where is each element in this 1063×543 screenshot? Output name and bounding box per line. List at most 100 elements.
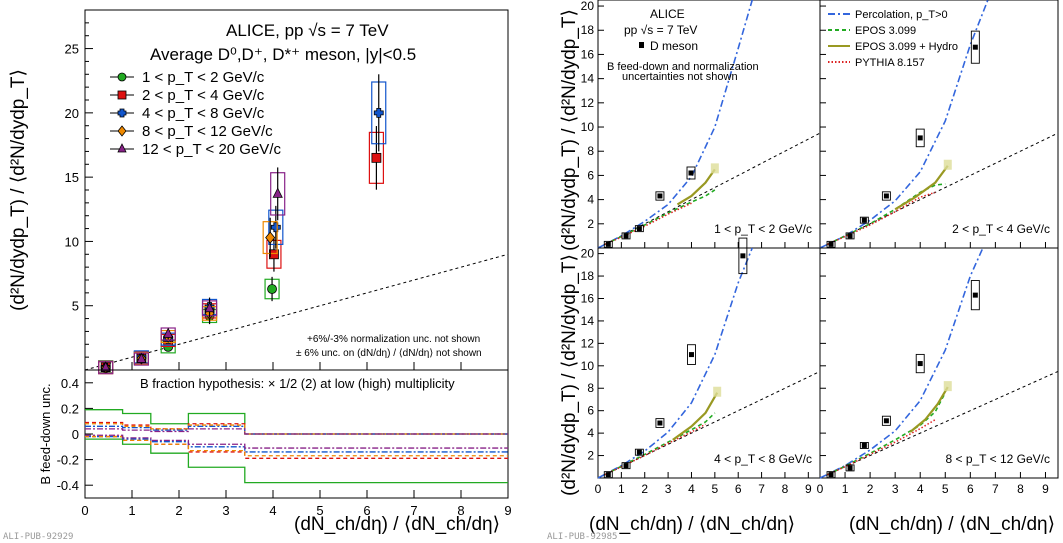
syst-box bbox=[686, 166, 696, 180]
x-tick-label: 4 bbox=[688, 482, 695, 496]
watermark-left: ALI-PUB-92929 bbox=[3, 532, 73, 542]
right-x-axis-title-right: (dN_ch/dη) / ⟨dN_ch/dη⟩ bbox=[849, 514, 1055, 535]
syst-box bbox=[881, 191, 891, 201]
syst-box bbox=[845, 464, 855, 472]
epos-curve bbox=[604, 412, 716, 476]
marker-diamond bbox=[117, 125, 127, 137]
y-tick-label: 14 bbox=[581, 72, 595, 86]
marker-square bbox=[117, 90, 127, 100]
x-tick-label: 0 bbox=[595, 482, 602, 496]
y-tick-label: 4 bbox=[587, 193, 594, 207]
x-tick-label: 6 bbox=[363, 503, 370, 518]
x-tick-label: 7 bbox=[758, 482, 765, 496]
hydro-band bbox=[943, 381, 952, 392]
percolation-curve bbox=[597, 247, 753, 479]
left-title: ALICE, pp √s = 7 TeV bbox=[226, 21, 389, 40]
panel-frame bbox=[819, 247, 1059, 479]
y-tick-label: 6 bbox=[587, 168, 594, 182]
legend-label: 1 < p_T < 2 GeV/c bbox=[142, 69, 265, 86]
x-tick-label: 5 bbox=[316, 503, 323, 518]
y-tick-label: 20 bbox=[65, 106, 79, 121]
y-tick-label: 12 bbox=[581, 96, 595, 110]
data-point bbox=[636, 449, 642, 455]
left-note-2: ± 6% unc. on (dN/dη) / ⟨dN/dη⟩ not shown bbox=[296, 348, 482, 359]
data-point bbox=[828, 241, 834, 247]
left-x-axis-title: (dN_ch/dη) / ⟨dN_ch/dη⟩ bbox=[294, 514, 500, 535]
panel-frame bbox=[597, 0, 821, 249]
data-point bbox=[688, 170, 694, 176]
left-bottom-bands bbox=[85, 409, 508, 484]
x-tick-label: 7 bbox=[992, 482, 999, 496]
syst-box bbox=[603, 240, 613, 248]
data-point bbox=[917, 361, 923, 367]
y-tick-label: 20 bbox=[581, 247, 595, 261]
marker-cross bbox=[270, 222, 281, 233]
marker-cross bbox=[117, 108, 127, 118]
y-tick-label: -0.2 bbox=[57, 453, 79, 468]
data-point bbox=[883, 193, 889, 199]
syst-box bbox=[859, 442, 869, 449]
model-legend-label: Percolation, p_T>0 bbox=[855, 9, 948, 21]
left-subtitle: Average D⁰,D⁺, D*⁺ meson, |y|<0.5 bbox=[150, 45, 416, 64]
epos-hydro-curve bbox=[672, 392, 719, 441]
data-point bbox=[917, 135, 923, 141]
data-point bbox=[740, 253, 746, 259]
syst-box bbox=[634, 448, 644, 456]
reference-diagonal bbox=[84, 253, 509, 371]
marker-triangle bbox=[163, 327, 174, 338]
y-tick-label: 8 bbox=[587, 144, 594, 158]
x-tick-label: 3 bbox=[222, 503, 229, 518]
data-point bbox=[861, 217, 867, 223]
epos-curve bbox=[604, 189, 716, 246]
syst-box bbox=[845, 232, 855, 240]
x-tick-label: 3 bbox=[892, 482, 899, 496]
data-point bbox=[605, 472, 611, 478]
data-point bbox=[861, 442, 867, 448]
x-tick-label: 9 bbox=[805, 482, 812, 496]
bfeed-upper-step bbox=[85, 428, 508, 435]
epos-hydro-curve bbox=[676, 168, 716, 206]
x-tick-label: 8 bbox=[1017, 482, 1024, 496]
syst-box bbox=[915, 353, 925, 374]
y-tick-label: 2 bbox=[587, 449, 594, 463]
y-tick-label: 18 bbox=[581, 23, 595, 37]
model-legend-label: PYTHIA 8.157 bbox=[855, 57, 925, 69]
x-tick-label: 4 bbox=[269, 503, 276, 518]
pt-range-label: 1 < p_T < 2 GeV/c bbox=[714, 222, 812, 236]
legend-label: 2 < p_T < 4 GeV/c bbox=[142, 87, 265, 104]
y-tick-label: 16 bbox=[581, 47, 595, 61]
percolation-curve bbox=[819, 0, 989, 249]
marker-circle bbox=[117, 72, 127, 82]
pythia-curve bbox=[604, 423, 706, 476]
bfeed-lower-step bbox=[85, 438, 508, 484]
x-tick-label: 8 bbox=[457, 503, 464, 518]
x-tick-label: 2 bbox=[867, 482, 874, 496]
syst-box bbox=[687, 344, 696, 365]
pythia-curve bbox=[827, 191, 936, 246]
data-point bbox=[688, 352, 694, 358]
x-tick-label: 6 bbox=[967, 482, 974, 496]
marker-triangle bbox=[100, 361, 111, 372]
x-tick-label: 3 bbox=[665, 482, 672, 496]
marker-triangle bbox=[117, 143, 127, 153]
reference-diagonal bbox=[597, 370, 821, 479]
syst-box bbox=[621, 462, 631, 470]
left-bottom-axes: -0.4 -0.2 0 0.2 0.4 0 1 2 3 4 5 6 7 8 9 bbox=[57, 376, 512, 518]
legend-label: 4 < p_T < 8 GeV/c bbox=[142, 105, 265, 122]
y-tick-label: 2 bbox=[587, 217, 594, 231]
syst-box bbox=[915, 128, 925, 148]
bfeed-upper-step bbox=[85, 425, 508, 435]
data-point bbox=[883, 418, 889, 424]
x-tick-label: 1 bbox=[618, 482, 625, 496]
x-tick-label: 4 bbox=[917, 482, 924, 496]
data-point bbox=[657, 193, 663, 199]
x-tick-label: 8 bbox=[782, 482, 789, 496]
left-top-markers bbox=[98, 74, 387, 375]
model-panel-1: 2 4 6 8 10 12 14 16 18 20 1 < p_T < 2 GeV/c bbox=[581, 0, 821, 249]
syst-box bbox=[655, 191, 665, 201]
y-tick-label: 15 bbox=[65, 170, 79, 185]
x-tick-label: 5 bbox=[942, 482, 949, 496]
y-tick-label: 16 bbox=[581, 291, 595, 305]
data-point bbox=[972, 292, 978, 298]
